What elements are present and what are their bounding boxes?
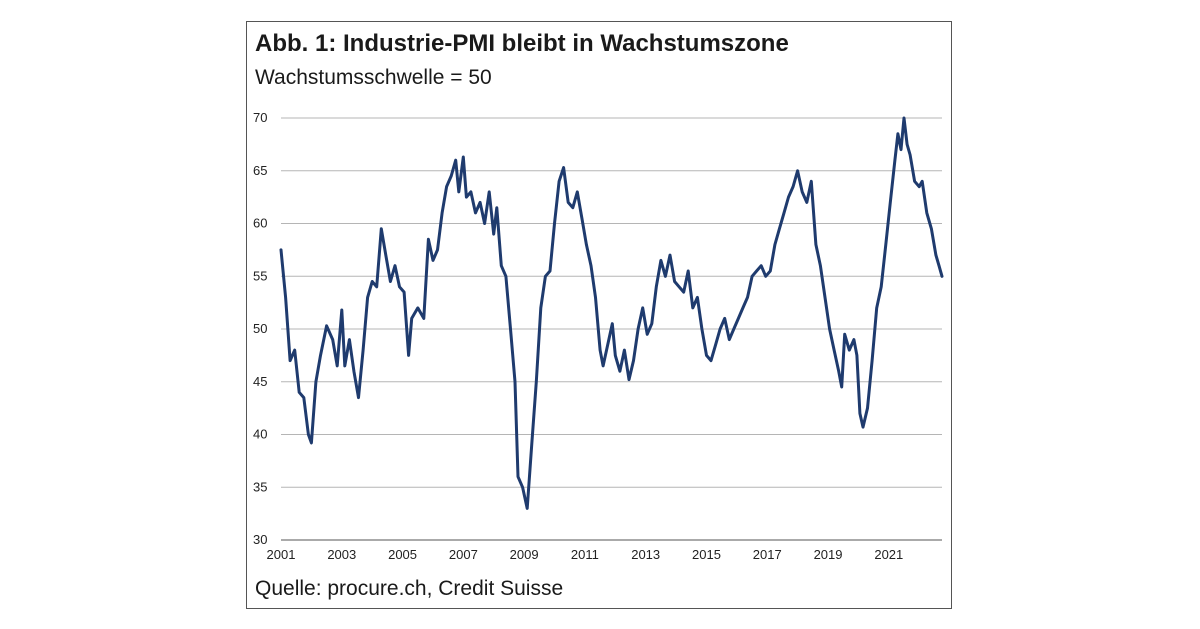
x-tick-label: 2001: [267, 547, 296, 562]
x-tick-label: 2005: [388, 547, 417, 562]
y-tick-label: 35: [253, 479, 267, 494]
y-tick-label: 40: [253, 427, 267, 442]
chart-plot: 30 35 40 45 50 55 60 65 70 2001 2003 2005 2007 2009 20…: [253, 110, 944, 562]
series-line-0: [279, 116, 944, 510]
x-tick-label: 2009: [510, 547, 539, 562]
y-tick-label: 45: [253, 374, 267, 389]
x-tick-label: 2007: [449, 547, 478, 562]
y-tick-label: 55: [253, 268, 267, 283]
x-tick-label: 2021: [874, 547, 903, 562]
x-tick-label: 2011: [571, 547, 599, 562]
chart-frame: Abb. 1: Industrie-PMI bleibt in Wachstum…: [246, 21, 952, 609]
x-tick-label: 2015: [692, 547, 721, 562]
y-tick-label: 30: [253, 532, 267, 547]
x-tick-label: 2017: [753, 547, 782, 562]
x-tick-label: 2003: [327, 547, 356, 562]
y-tick-label: 50: [253, 321, 267, 336]
y-tick-label: 65: [253, 163, 267, 178]
x-tick-label: 2019: [814, 547, 843, 562]
chart-source: Quelle: procure.ch, Credit Suisse: [255, 577, 564, 600]
x-tick-label: 2013: [631, 547, 660, 562]
chart-subtitle: Wachstumsschwelle = 50: [255, 66, 492, 89]
y-tick-label: 60: [253, 216, 267, 231]
y-tick-label: 70: [253, 110, 267, 125]
chart-title: Abb. 1: Industrie-PMI bleibt in Wachstum…: [255, 30, 789, 57]
